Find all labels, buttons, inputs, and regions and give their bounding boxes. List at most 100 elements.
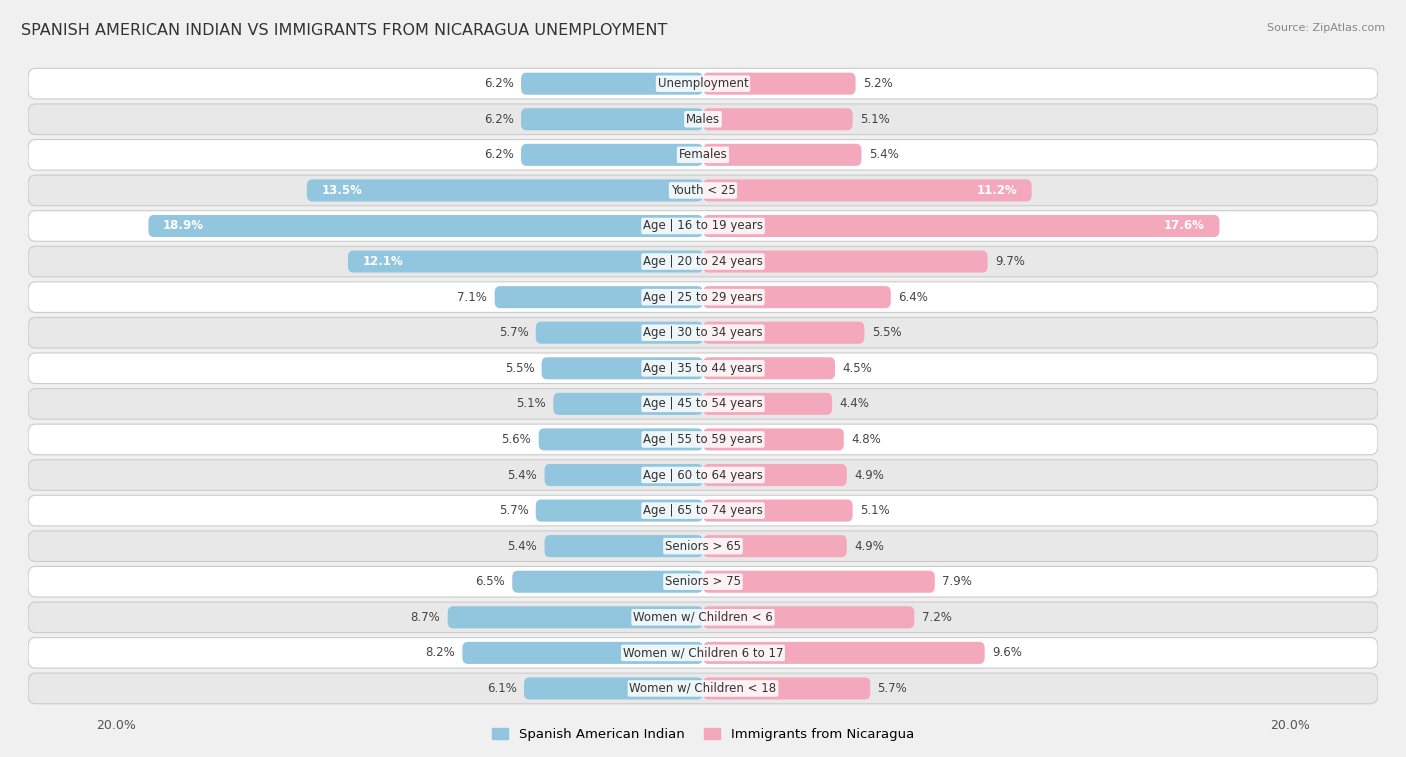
FancyBboxPatch shape <box>703 571 935 593</box>
Text: 5.1%: 5.1% <box>860 113 890 126</box>
Text: Age | 60 to 64 years: Age | 60 to 64 years <box>643 469 763 481</box>
Text: Age | 45 to 54 years: Age | 45 to 54 years <box>643 397 763 410</box>
FancyBboxPatch shape <box>28 68 1378 99</box>
FancyBboxPatch shape <box>703 678 870 699</box>
FancyBboxPatch shape <box>544 535 703 557</box>
FancyBboxPatch shape <box>28 459 1378 491</box>
FancyBboxPatch shape <box>28 282 1378 313</box>
Text: 5.2%: 5.2% <box>863 77 893 90</box>
FancyBboxPatch shape <box>703 73 856 95</box>
FancyBboxPatch shape <box>522 108 703 130</box>
Legend: Spanish American Indian, Immigrants from Nicaragua: Spanish American Indian, Immigrants from… <box>492 727 914 741</box>
FancyBboxPatch shape <box>447 606 703 628</box>
FancyBboxPatch shape <box>703 357 835 379</box>
Text: 5.1%: 5.1% <box>516 397 546 410</box>
Text: 6.2%: 6.2% <box>484 148 513 161</box>
Text: 6.4%: 6.4% <box>898 291 928 304</box>
Text: Age | 16 to 19 years: Age | 16 to 19 years <box>643 220 763 232</box>
FancyBboxPatch shape <box>28 175 1378 206</box>
FancyBboxPatch shape <box>703 144 862 166</box>
Text: 4.9%: 4.9% <box>853 540 884 553</box>
FancyBboxPatch shape <box>703 322 865 344</box>
Text: Women w/ Children < 6: Women w/ Children < 6 <box>633 611 773 624</box>
FancyBboxPatch shape <box>28 673 1378 704</box>
Text: Females: Females <box>679 148 727 161</box>
Text: 17.6%: 17.6% <box>1164 220 1205 232</box>
FancyBboxPatch shape <box>512 571 703 593</box>
FancyBboxPatch shape <box>538 428 703 450</box>
FancyBboxPatch shape <box>28 637 1378 668</box>
FancyBboxPatch shape <box>541 357 703 379</box>
Text: 8.7%: 8.7% <box>411 611 440 624</box>
Text: 6.2%: 6.2% <box>484 77 513 90</box>
Text: Age | 20 to 24 years: Age | 20 to 24 years <box>643 255 763 268</box>
Text: 5.7%: 5.7% <box>499 504 529 517</box>
FancyBboxPatch shape <box>28 566 1378 597</box>
FancyBboxPatch shape <box>703 606 914 628</box>
FancyBboxPatch shape <box>28 495 1378 526</box>
Text: 5.4%: 5.4% <box>508 540 537 553</box>
Text: Age | 25 to 29 years: Age | 25 to 29 years <box>643 291 763 304</box>
FancyBboxPatch shape <box>703 535 846 557</box>
Text: 4.8%: 4.8% <box>851 433 882 446</box>
Text: Youth < 25: Youth < 25 <box>671 184 735 197</box>
Text: 13.5%: 13.5% <box>322 184 363 197</box>
FancyBboxPatch shape <box>703 428 844 450</box>
FancyBboxPatch shape <box>544 464 703 486</box>
Text: 4.5%: 4.5% <box>842 362 872 375</box>
Text: 7.1%: 7.1% <box>457 291 488 304</box>
FancyBboxPatch shape <box>703 464 846 486</box>
Text: 4.4%: 4.4% <box>839 397 869 410</box>
FancyBboxPatch shape <box>703 642 984 664</box>
FancyBboxPatch shape <box>28 531 1378 562</box>
Text: 9.7%: 9.7% <box>995 255 1025 268</box>
FancyBboxPatch shape <box>28 388 1378 419</box>
Text: SPANISH AMERICAN INDIAN VS IMMIGRANTS FROM NICARAGUA UNEMPLOYMENT: SPANISH AMERICAN INDIAN VS IMMIGRANTS FR… <box>21 23 668 38</box>
Text: 5.5%: 5.5% <box>872 326 901 339</box>
FancyBboxPatch shape <box>524 678 703 699</box>
Text: 4.9%: 4.9% <box>853 469 884 481</box>
Text: 5.1%: 5.1% <box>860 504 890 517</box>
FancyBboxPatch shape <box>522 73 703 95</box>
Text: 5.5%: 5.5% <box>505 362 534 375</box>
FancyBboxPatch shape <box>703 500 852 522</box>
FancyBboxPatch shape <box>28 139 1378 170</box>
Text: Seniors > 65: Seniors > 65 <box>665 540 741 553</box>
FancyBboxPatch shape <box>703 179 1032 201</box>
Text: Source: ZipAtlas.com: Source: ZipAtlas.com <box>1267 23 1385 33</box>
Text: 9.6%: 9.6% <box>993 646 1022 659</box>
Text: 12.1%: 12.1% <box>363 255 404 268</box>
FancyBboxPatch shape <box>28 210 1378 241</box>
FancyBboxPatch shape <box>495 286 703 308</box>
FancyBboxPatch shape <box>28 602 1378 633</box>
Text: 11.2%: 11.2% <box>976 184 1017 197</box>
Text: 7.2%: 7.2% <box>921 611 952 624</box>
FancyBboxPatch shape <box>703 108 852 130</box>
Text: 7.9%: 7.9% <box>942 575 972 588</box>
Text: 5.7%: 5.7% <box>499 326 529 339</box>
FancyBboxPatch shape <box>28 353 1378 384</box>
FancyBboxPatch shape <box>28 424 1378 455</box>
Text: 5.4%: 5.4% <box>508 469 537 481</box>
Text: 6.2%: 6.2% <box>484 113 513 126</box>
FancyBboxPatch shape <box>307 179 703 201</box>
Text: 8.2%: 8.2% <box>425 646 456 659</box>
Text: Males: Males <box>686 113 720 126</box>
Text: Age | 35 to 44 years: Age | 35 to 44 years <box>643 362 763 375</box>
Text: 5.7%: 5.7% <box>877 682 907 695</box>
FancyBboxPatch shape <box>703 215 1219 237</box>
Text: Unemployment: Unemployment <box>658 77 748 90</box>
FancyBboxPatch shape <box>522 144 703 166</box>
Text: Seniors > 75: Seniors > 75 <box>665 575 741 588</box>
FancyBboxPatch shape <box>536 500 703 522</box>
FancyBboxPatch shape <box>703 286 891 308</box>
Text: 5.4%: 5.4% <box>869 148 898 161</box>
Text: 6.5%: 6.5% <box>475 575 505 588</box>
Text: Age | 30 to 34 years: Age | 30 to 34 years <box>643 326 763 339</box>
Text: Age | 65 to 74 years: Age | 65 to 74 years <box>643 504 763 517</box>
FancyBboxPatch shape <box>28 104 1378 135</box>
FancyBboxPatch shape <box>28 317 1378 348</box>
Text: 6.1%: 6.1% <box>486 682 516 695</box>
FancyBboxPatch shape <box>149 215 703 237</box>
Text: 5.6%: 5.6% <box>502 433 531 446</box>
